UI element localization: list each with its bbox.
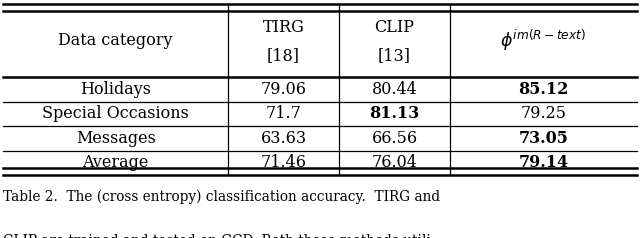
Text: 63.63: 63.63 (260, 130, 307, 147)
Text: 71.7: 71.7 (266, 105, 301, 122)
Text: [13]: [13] (378, 47, 411, 64)
Text: 73.05: 73.05 (518, 130, 568, 147)
Text: 81.13: 81.13 (369, 105, 420, 122)
Text: 85.12: 85.12 (518, 81, 568, 98)
Text: 79.06: 79.06 (260, 81, 307, 98)
Text: Data category: Data category (58, 32, 173, 49)
Text: CLIP are trained and tested on GCD. Both these methods utili: CLIP are trained and tested on GCD. Both… (3, 234, 431, 238)
Text: TIRG: TIRG (262, 19, 305, 36)
Text: Special Occasions: Special Occasions (42, 105, 189, 122)
Text: Table 2.  The (cross entropy) classification accuracy.  TIRG and: Table 2. The (cross entropy) classificat… (3, 189, 440, 203)
Text: $\phi^{im(R-text)}$: $\phi^{im(R-text)}$ (500, 28, 586, 53)
Text: 76.04: 76.04 (371, 154, 417, 171)
Text: CLIP: CLIP (374, 19, 415, 36)
Text: 71.46: 71.46 (260, 154, 307, 171)
Text: 66.56: 66.56 (371, 130, 417, 147)
Text: Holidays: Holidays (80, 81, 151, 98)
Text: Average: Average (83, 154, 149, 171)
Text: 79.14: 79.14 (518, 154, 568, 171)
Text: [18]: [18] (267, 47, 300, 64)
Text: 79.25: 79.25 (520, 105, 566, 122)
Text: 80.44: 80.44 (372, 81, 417, 98)
Text: Messages: Messages (76, 130, 156, 147)
